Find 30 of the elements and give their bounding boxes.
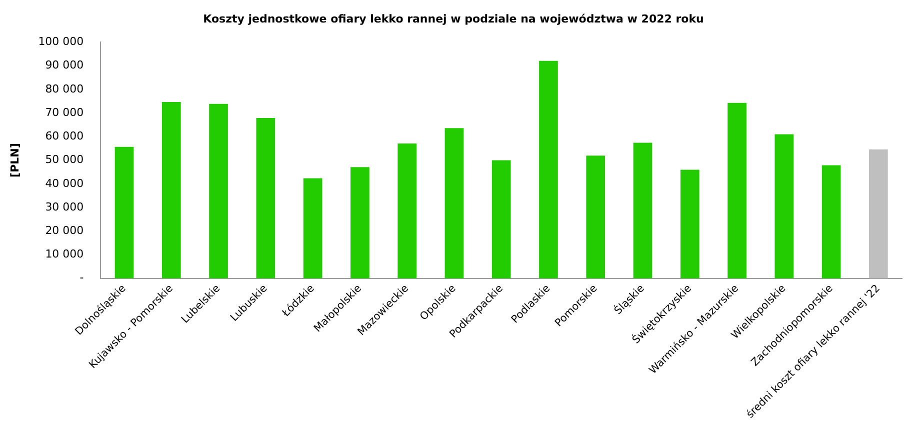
- bar: [774, 134, 794, 278]
- y-tick-label: -: [80, 271, 84, 284]
- y-tick-label: 70 000: [45, 106, 84, 119]
- y-tick-label: 100 000: [38, 35, 84, 48]
- y-tick-label: 80 000: [45, 82, 84, 96]
- y-tick-label: 10 000: [45, 248, 84, 261]
- bar: [822, 165, 841, 278]
- bar: [398, 144, 416, 278]
- y-tick-label: 20 000: [45, 224, 84, 237]
- y-axis-title: [PLN]: [8, 143, 22, 178]
- bar: [869, 149, 888, 278]
- y-tick-label: 50 000: [45, 153, 84, 166]
- bar: [586, 156, 606, 278]
- bar: [492, 160, 511, 278]
- chart-title: Koszty jednostkowe ofiary lekko rannej w podziale na województwa w 2022 roku: [203, 12, 704, 26]
- y-tick-label: 90 000: [45, 58, 84, 72]
- bar: [350, 167, 370, 278]
- bar: [539, 60, 558, 278]
- bar: [303, 178, 322, 278]
- y-tick-label: 40 000: [45, 176, 84, 190]
- bar: [209, 104, 228, 278]
- bar: [633, 142, 652, 278]
- y-tick-label: 60 000: [45, 130, 84, 143]
- bar: [680, 170, 700, 278]
- bar: [114, 146, 134, 278]
- bar: [162, 102, 181, 278]
- y-tick-label: 30 000: [45, 200, 84, 214]
- bar: [728, 102, 746, 278]
- bar: [444, 128, 464, 278]
- bar: [256, 118, 276, 278]
